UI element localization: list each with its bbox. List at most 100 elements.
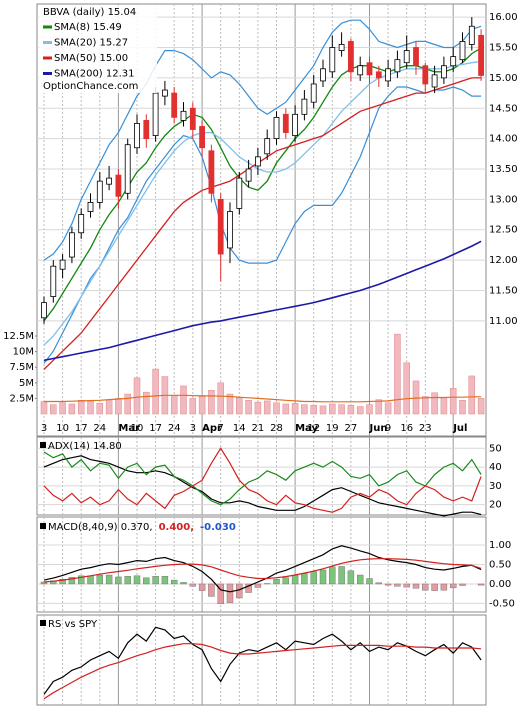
x-tick-label: Mar xyxy=(118,423,140,434)
x-tick-label: 19 xyxy=(326,423,339,434)
volume-bar xyxy=(263,400,271,415)
histogram-bar xyxy=(180,582,187,585)
indicator-line xyxy=(43,455,482,517)
histogram-bar xyxy=(170,579,178,585)
x-tick-label: Jun xyxy=(369,423,388,434)
volume-bar xyxy=(40,401,48,415)
candle-body xyxy=(357,65,364,76)
x-tick-label: 21 xyxy=(252,423,265,434)
candle-body xyxy=(264,138,271,155)
histogram-bar xyxy=(384,583,392,586)
histogram-bar xyxy=(338,566,345,585)
histogram-bar xyxy=(282,577,289,585)
y-tick-label: 14.50 xyxy=(489,103,518,114)
title-part: 0.400, xyxy=(159,522,194,533)
volume-bar xyxy=(68,403,76,415)
x-tick-label: 12 xyxy=(307,423,320,434)
volume-bar xyxy=(459,400,466,415)
volume-bar xyxy=(347,405,355,415)
candle-body xyxy=(208,150,215,194)
volume-bar xyxy=(59,402,66,415)
candle-body xyxy=(171,92,178,118)
moving-average-line xyxy=(43,77,482,370)
histogram-bar xyxy=(245,583,252,593)
histogram-bar xyxy=(115,576,122,585)
histogram-bar xyxy=(189,583,197,587)
volume-bar xyxy=(133,377,141,415)
histogram-bar xyxy=(236,583,243,599)
y-tick-label: 16.00 xyxy=(489,12,518,23)
title-part: MACD(8,40,9) 0.370, xyxy=(48,522,153,533)
legend-box xyxy=(39,5,157,93)
histogram-bar xyxy=(440,583,448,591)
histogram-bar xyxy=(198,583,206,591)
volume-bar xyxy=(180,385,187,415)
volume-tick-label: 7.5M xyxy=(9,362,34,373)
candle-body xyxy=(59,259,66,270)
candle-body xyxy=(199,126,206,149)
candle-body xyxy=(422,65,429,85)
volume-tick-label: 5M xyxy=(19,378,34,389)
histogram-bar xyxy=(403,583,410,588)
indicator-line xyxy=(43,451,482,506)
histogram-bar xyxy=(329,566,336,585)
chart-title: BBVA (daily) 15.04 xyxy=(43,7,136,18)
volume-bar xyxy=(77,400,85,415)
volume-bar xyxy=(170,395,178,415)
macd-line xyxy=(43,558,482,583)
legend-swatch xyxy=(40,620,46,626)
x-tick-label: Apr xyxy=(202,423,222,434)
volume-bar xyxy=(115,398,122,415)
volume-bar xyxy=(217,382,224,415)
volume-bar xyxy=(366,404,373,415)
y-tick-label: 1.00 xyxy=(489,540,511,551)
candle-body xyxy=(69,232,75,258)
y-tick-label: -0.50 xyxy=(489,598,515,609)
volume-bar xyxy=(422,396,429,415)
legend-label: SMA(8) 15.49 xyxy=(54,22,122,33)
candle-body xyxy=(189,107,196,130)
histogram-bar xyxy=(96,574,104,585)
volume-bar xyxy=(375,399,383,415)
volume-bar xyxy=(384,402,392,415)
y-tick-label: 20 xyxy=(489,500,502,511)
volume-bar xyxy=(477,398,485,415)
histogram-bar xyxy=(366,578,373,585)
volume-bar xyxy=(403,362,410,415)
y-tick-label: 12.50 xyxy=(489,225,518,236)
candle-body xyxy=(366,62,373,76)
volume-bar xyxy=(329,403,336,415)
candle-body xyxy=(78,214,85,234)
volume-bar xyxy=(338,404,345,415)
histogram-bar xyxy=(375,582,382,585)
histogram-bar xyxy=(133,575,141,585)
candle-body xyxy=(329,47,336,73)
histogram-bar xyxy=(310,571,317,585)
candle-body xyxy=(347,41,354,73)
volume-bar xyxy=(301,404,308,415)
histogram-bar xyxy=(40,581,48,585)
candle-body xyxy=(273,116,280,140)
x-tick-label: 9 xyxy=(385,423,391,434)
candle-body xyxy=(115,174,122,197)
source-label: OptionChance.com xyxy=(43,81,138,92)
panel-frame xyxy=(36,3,487,437)
candle-body xyxy=(41,302,47,319)
candle-body xyxy=(152,92,159,136)
x-tick-label: 7 xyxy=(218,423,224,434)
moving-average-line xyxy=(43,240,482,362)
histogram-bar xyxy=(59,579,66,585)
candle-body xyxy=(106,177,112,185)
volume-bar xyxy=(310,405,317,415)
candle-body xyxy=(217,198,224,255)
volume-bar xyxy=(431,392,438,415)
title-part: -0.030 xyxy=(200,522,236,533)
candle-body xyxy=(87,202,94,212)
x-tick-label: 23 xyxy=(419,423,432,434)
histogram-bar xyxy=(77,575,85,585)
volume-bar xyxy=(105,399,113,415)
histogram-bar xyxy=(143,577,150,585)
y-tick-label: 0.00 xyxy=(489,579,511,590)
y-tick-label: 15.50 xyxy=(489,43,518,54)
